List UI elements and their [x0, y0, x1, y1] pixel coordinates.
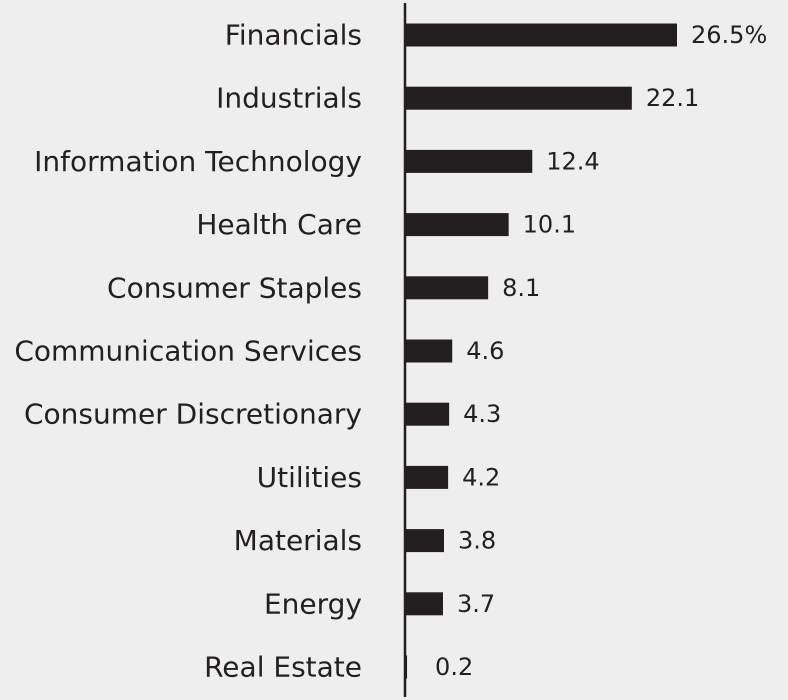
bar — [405, 23, 677, 47]
value-label: 4.2 — [462, 463, 500, 491]
category-label: Consumer Staples — [107, 271, 362, 304]
value-label: 8.1 — [502, 274, 540, 302]
value-label: 12.4 — [546, 147, 599, 175]
category-label: Energy — [264, 587, 362, 620]
bar — [405, 213, 509, 237]
category-label: Consumer Discretionary — [24, 398, 362, 431]
category-label: Materials — [234, 524, 362, 557]
value-label: 3.7 — [457, 590, 495, 618]
bar — [405, 86, 632, 110]
bar — [405, 402, 450, 426]
value-label: 22.1 — [646, 84, 699, 112]
bar — [405, 465, 449, 489]
value-label: 4.3 — [463, 400, 501, 428]
category-label: Real Estate — [204, 651, 362, 684]
value-label: 0.2 — [435, 653, 473, 681]
category-label: Industrials — [216, 82, 362, 115]
category-label: Financials — [225, 19, 362, 52]
bar — [405, 149, 533, 173]
value-label: 10.1 — [523, 211, 576, 239]
value-label: 3.8 — [458, 527, 496, 555]
category-labels-layer: Financials Industrials Information Technol… — [14, 19, 362, 684]
category-label: Health Care — [196, 208, 362, 241]
bar — [405, 592, 443, 616]
value-labels-layer: 26.5% 22.1 12.4 10.1 8.1 4.6 4.3 4.2 3.8 3.7 0.2 — [435, 21, 767, 681]
bar — [405, 276, 489, 300]
value-label: 26.5% — [691, 21, 767, 49]
category-label: Communication Services — [14, 335, 362, 368]
category-label: Utilities — [257, 461, 362, 494]
value-label: 4.6 — [466, 337, 504, 365]
category-label: Information Technology — [34, 145, 362, 178]
bar — [405, 339, 453, 363]
bars-layer — [405, 23, 677, 679]
bar — [405, 529, 445, 553]
